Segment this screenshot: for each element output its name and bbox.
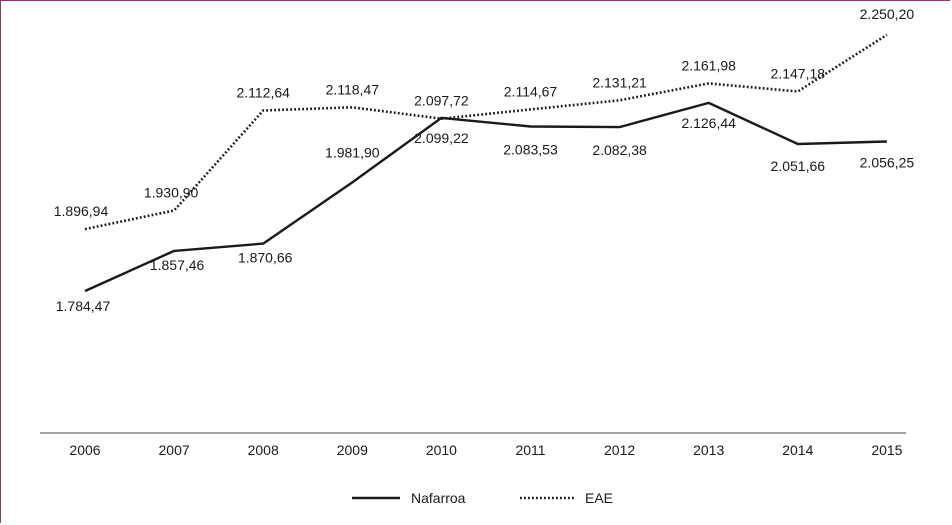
data-label-eae: 1.930,90 [144,185,199,201]
data-label-eae: 2.118,47 [326,81,380,97]
x-tick-label: 2011 [515,442,545,458]
series-line-nafarroa [84,101,887,293]
data-label-nafarroa: 2.082,38 [592,142,647,158]
x-tick-label: 2010 [426,442,457,458]
data-label-nafarroa: 1.981,90 [325,144,380,160]
data-label-nafarroa: 2.126,44 [681,115,736,131]
data-label-eae: 2.147,18 [771,66,826,82]
x-tick-label: 2007 [159,442,190,458]
x-tick-label: 2009 [337,442,368,458]
data-label-eae: 2.250,20 [860,6,915,22]
data-label-nafarroa: 2.056,25 [860,155,915,171]
data-label-eae: 2.097,72 [414,93,469,109]
x-tick-label: 2015 [871,442,902,458]
data-label-nafarroa: 2.099,22 [414,130,469,146]
data-label-nafarroa: 1.857,46 [150,257,205,273]
x-tick-label: 2006 [69,442,100,458]
legend-label-eae: EAE [585,490,613,506]
data-label-eae: 2.112,64 [236,85,290,101]
data-label-eae: 1.896,94 [54,203,109,219]
series-line-eae [84,33,888,231]
data-label-eae: 2.114,67 [504,83,558,99]
data-label-nafarroa: 2.083,53 [503,142,558,158]
x-tick-label: 2008 [248,442,279,458]
x-tick-label: 2014 [782,442,813,458]
legend-label-nafarroa: Nafarroa [411,490,466,506]
x-tick-label: 2012 [604,442,635,458]
x-tick-label: 2013 [693,442,724,458]
data-label-eae: 2.161,98 [681,57,736,73]
data-label-nafarroa: 1.870,66 [238,250,293,266]
data-label-eae: 2.131,21 [592,74,647,90]
data-label-nafarroa: 1.784,47 [56,298,111,314]
data-label-nafarroa: 2.051,66 [771,158,826,174]
